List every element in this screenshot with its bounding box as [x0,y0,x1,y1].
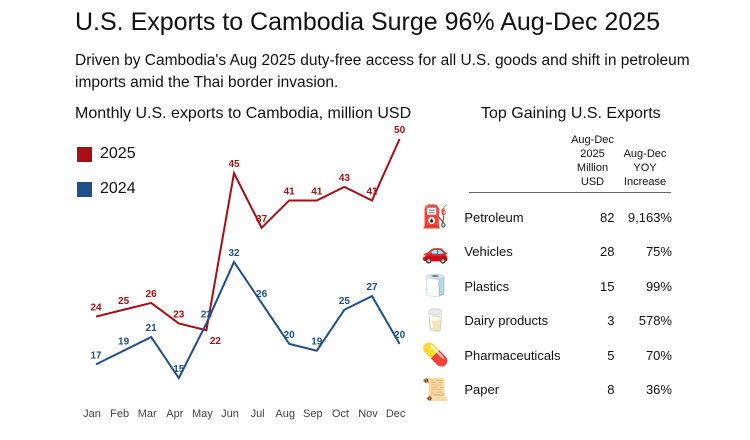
data-label: 41 [284,186,296,197]
legend-item-2024: 2024 [77,180,136,198]
paper-roll-icon: 📜 [421,376,449,402]
legend-swatch [77,146,92,162]
legend-label: 2024 [100,180,136,197]
data-label: 22 [210,336,222,347]
subtitle: Driven by Cambodia's Aug 2025 duty-free … [75,52,690,91]
export-value: 8 [607,382,615,397]
x-tick-label: Jul [251,408,265,420]
yoy-increase: 75% [645,244,672,259]
x-tick-label: Aug [275,408,295,420]
yoy-increase: 36% [645,382,672,397]
yoy-increase: 70% [645,347,672,363]
column-header-yoy: Aug-Dec YOY Increase [620,147,670,189]
header-divider [469,192,671,193]
data-label: 20 [394,330,406,341]
yoy-increase: 9,163% [627,209,672,225]
export-value: 15 [600,278,615,294]
data-label: 27 [366,282,378,293]
data-label: 21 [146,323,158,334]
data-label: 24 [90,303,102,314]
line-chart: Jan Feb Mar Apr May Jun Jul Aug Sep Oct Nov Dec 24 25… [83,125,406,420]
header-line: Increase [623,176,667,188]
table-row: 🥛 Dairy products 3 578% [412,306,672,336]
legend-label: 2025 [100,145,136,162]
data-label: 41 [311,186,323,197]
table-title: Top Gaining U.S. Exports [481,105,661,122]
x-tick-label: Nov [358,408,378,420]
fuel-nozzle-icon: ⛽ [421,204,449,229]
data-label: 41 [366,186,378,197]
data-label: 26 [146,289,158,300]
data-label: 19 [311,337,323,348]
product-name: Plastics [464,278,510,294]
x-tick-label: Mar [138,408,157,420]
header-line: YOY [633,162,657,174]
data-label: 15 [173,364,185,375]
data-label: 23 [201,309,213,320]
x-tick-label: Apr [166,408,183,420]
header-line: 2025 [580,148,605,160]
data-label: 25 [339,296,351,307]
product-name: Pharmaceuticals [464,347,561,363]
export-value: 82 [600,209,615,225]
data-label: 23 [173,309,185,320]
data-label: 25 [118,296,130,307]
legend-item-2025: 2025 [77,145,136,163]
header-line: Million [576,162,609,174]
car-icon: 🚗 [421,238,449,264]
table-row: 📜 Paper 8 36% [412,375,672,405]
header-line: USD [580,176,605,188]
export-value: 5 [607,347,615,363]
x-tick-label: Sep [303,408,323,420]
data-label: 17 [90,350,102,361]
header-line: Aug-Dec [623,148,667,160]
chart-title: Monthly U.S. exports to Cambodia, millio… [75,105,412,122]
x-tick-label: Feb [110,408,129,420]
yoy-increase: 578% [638,313,672,328]
table-row: 🧻 Plastics 15 99% [412,271,672,301]
data-label: 43 [339,173,351,184]
x-tick-label: Jun [221,408,239,420]
product-name: Paper [464,382,500,397]
series-line-2025 [95,138,401,332]
pills-icon: 💊 [421,342,449,367]
export-value: 28 [600,244,615,259]
product-name: Petroleum [464,209,524,225]
data-label: 19 [118,337,130,348]
data-label: 45 [228,159,240,170]
export-value: 3 [607,313,615,328]
plastic-rolls-icon: 🧻 [421,273,449,298]
x-tick-label: May [192,408,213,420]
header-line: Aug-Dec [571,134,614,146]
table-row: ⛽ Petroleum 82 9,163% [412,202,672,232]
x-tick-label: Oct [332,408,349,420]
data-label: 50 [394,125,406,136]
x-tick-label: Dec [386,408,406,420]
milk-icon: 🥛 [421,307,449,333]
data-label: 26 [256,289,268,300]
table-row: 💊 Pharmaceuticals 5 70% [412,340,672,370]
data-label: 20 [284,330,296,341]
x-tick-label: Jan [83,408,101,420]
product-name: Dairy products [464,313,549,328]
data-label: 32 [228,248,240,259]
yoy-increase: 99% [645,278,672,294]
column-header-value: Aug-Dec 2025 Million USD [565,133,620,189]
series-line-2024 [95,259,401,381]
legend-swatch [77,181,92,197]
product-name: Vehicles [464,244,513,259]
table-row: 🚗 Vehicles 28 75% [412,237,672,267]
data-label: 37 [256,214,268,225]
page-title: U.S. Exports to Cambodia Surge 96% Aug-D… [75,8,661,36]
